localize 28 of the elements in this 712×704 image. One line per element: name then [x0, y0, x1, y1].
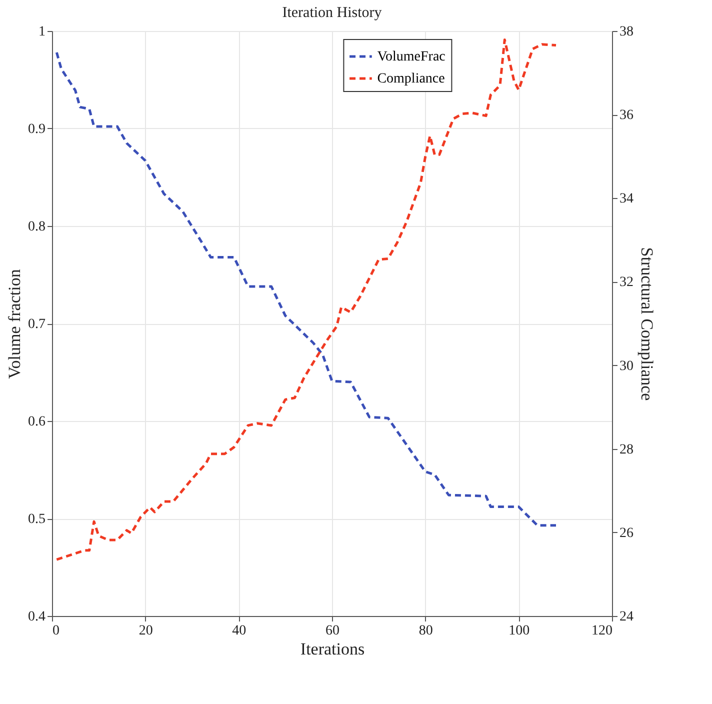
y-tick-label: 0.6 [28, 414, 46, 430]
y2-tick-label: 38 [620, 24, 634, 40]
y2-tick-label: 32 [620, 275, 634, 290]
y-tick-label: 0.4 [28, 610, 46, 624]
y-tick-label: 0.9 [28, 122, 46, 137]
x-tick-label: 100 [508, 624, 530, 638]
y2-tick-label: 34 [620, 192, 634, 207]
x-tick-label: 40 [232, 624, 246, 638]
y2-tick-label: 36 [620, 108, 634, 124]
y2-axis-title: Structural Compliance [638, 247, 656, 401]
x-tick-label: 0 [52, 624, 60, 638]
y-tick-label: 1 [38, 24, 46, 40]
y-axis-title: Volume fraction [5, 268, 24, 379]
y2-tick-label: 24 [620, 610, 634, 624]
y2-tick-label: 30 [620, 358, 634, 374]
y-tick-label: 0.8 [28, 220, 46, 234]
x-tick-label: 80 [418, 624, 433, 638]
y2-tick-label: 28 [620, 442, 634, 458]
x-axis-title: Iterations [300, 640, 365, 658]
y-tick-label: 0.7 [28, 317, 46, 332]
chart-title: Iteration History [282, 5, 382, 21]
legend-label: Compliance [377, 72, 445, 86]
x-tick-label: 20 [138, 624, 153, 638]
x-tick-label: 120 [592, 624, 612, 638]
x-tick-label: 60 [326, 624, 340, 638]
y2-tick-label: 26 [620, 526, 634, 541]
y-tick-label: 0.5 [28, 512, 46, 527]
legend-label: VolumeFrac [377, 50, 446, 64]
